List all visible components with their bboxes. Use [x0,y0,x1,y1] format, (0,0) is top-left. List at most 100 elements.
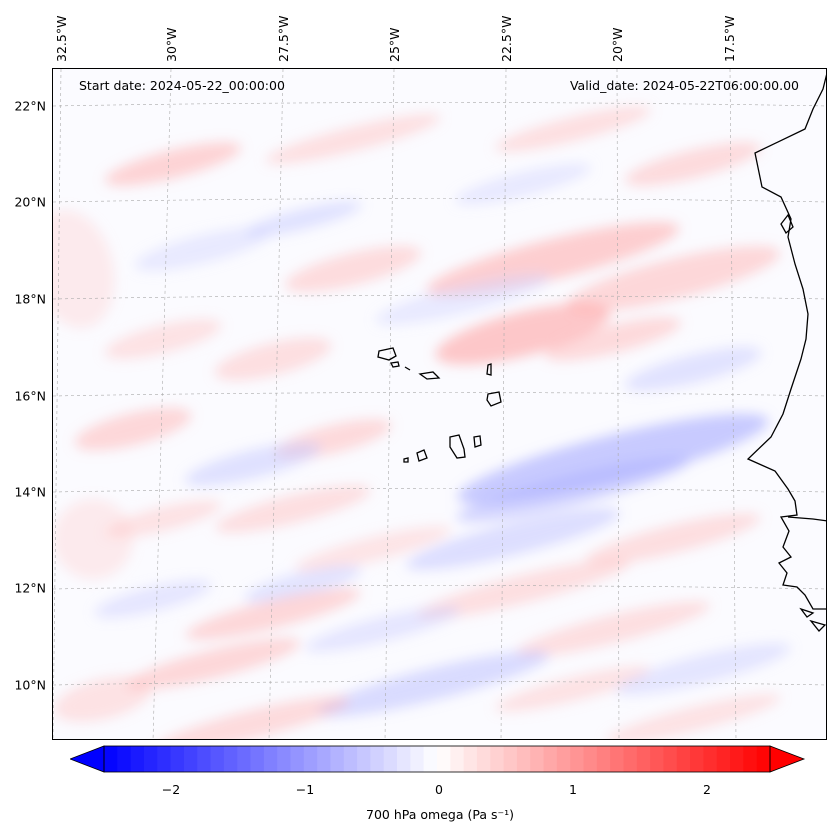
colorbar-cell [450,746,465,772]
colorbar-cell [716,746,731,772]
colorbar-extend-low [70,745,105,773]
colorbar-cell [383,746,398,772]
meridian-27-5 [268,69,284,739]
omega-band [284,246,422,292]
omega-band [215,485,371,533]
valid-date: Valid_date: 2024-05-22T06:00:00.00 [569,78,799,93]
omega-band [426,222,680,296]
colorbar-tick-0: 0 [435,782,443,797]
graticule [53,69,826,739]
cape-verde-islands [377,347,502,463]
colorbar-cell [104,746,118,772]
colorbar-cell [463,746,478,772]
colorbar-cell [183,746,198,772]
colorbar-cell [703,746,718,772]
colorbar-cells [104,746,771,772]
meridian-20 [616,69,620,739]
colorbar-cell [476,746,491,772]
omega-band [104,142,242,186]
lon-label-22-5: 22.5°W [499,15,514,62]
omega-band [375,273,551,325]
gambia-inlet [787,516,826,522]
omega-band [244,565,362,603]
omega-band [435,303,611,365]
lat-label-18: 18°N [14,291,46,307]
colorbar [70,745,806,773]
omega-band [566,246,780,312]
colorbar-tick-neg2: −2 [161,782,181,797]
colorbar-cell [223,746,238,772]
omega-band [605,694,781,739]
meridian-30 [152,69,172,739]
omega-band [416,559,630,619]
parallel-14 [53,488,826,493]
omega-band [495,106,651,152]
colorbar-cell [237,746,252,772]
colorbar-cell [210,746,225,772]
colorbar-cell [596,746,611,772]
parallel-12 [53,585,826,590]
lon-label-30: 30°W [164,27,179,62]
colorbar-extend-high [769,745,806,773]
omega-band [74,407,192,451]
parallel-20 [53,198,826,203]
parallel-16 [53,392,826,397]
meridian-32-5 [53,69,62,739]
omega-bands [53,106,791,739]
omega-band [53,499,133,579]
omega-band [615,643,791,695]
fogo [416,449,428,462]
colorbar-cell [317,746,331,772]
omega-band [214,337,332,381]
lat-label-16: 16°N [14,388,46,404]
coastline [746,74,826,632]
omega-band [134,227,272,271]
colorbar-cell [197,746,212,772]
omega-band [495,666,651,712]
omega-band [585,513,761,565]
colorbar-cell [303,746,318,772]
omega-band [185,588,361,640]
colorbar-cell [730,746,744,772]
colorbar-cell [357,746,371,772]
omega-band [265,114,441,164]
colorbar-cell [556,746,571,772]
colorbar-cell [290,746,305,772]
omega-band [624,142,762,186]
parallel-10 [53,681,826,686]
colorbar-cell [530,746,545,772]
colorbar-cell [343,746,358,772]
colorbar-cell [610,746,624,772]
santiago [449,434,466,459]
colorbar-cell [170,746,185,772]
bijagos-1 [799,607,815,618]
colorbar-cell [543,746,558,772]
lat-label-14: 14°N [14,484,46,500]
colorbar-outline [103,745,771,773]
colorbar-cell [490,746,505,772]
colorbar-cell [157,746,172,772]
santo-antao [377,347,397,361]
colorbar-cell [676,746,691,772]
lon-label-32-5: 32.5°W [54,15,69,62]
parallel-22 [53,102,826,107]
omega-band [457,413,769,505]
colorbar-cell [743,746,758,772]
omega-band [244,201,362,237]
lat-label-22: 22°N [14,98,46,114]
omega-band [54,676,152,722]
start-date: Start date: 2024-05-22_00:00:00 [79,78,285,93]
meridian-22-5 [500,69,507,739]
lon-label-17-5: 17.5°W [722,15,737,62]
omega-band [184,442,322,486]
omega-band [104,319,222,359]
omega-band [53,209,115,329]
africa-coast [746,74,826,610]
meridian-25 [384,69,395,739]
colorbar-cell [583,746,598,772]
bijagos-2 [809,619,826,632]
colorbar-cell [423,746,438,772]
colorbar-label: 700 hPa omega (Pa s⁻¹) [366,807,514,822]
lat-label-10: 10°N [14,677,46,693]
omega-band [544,317,682,361]
